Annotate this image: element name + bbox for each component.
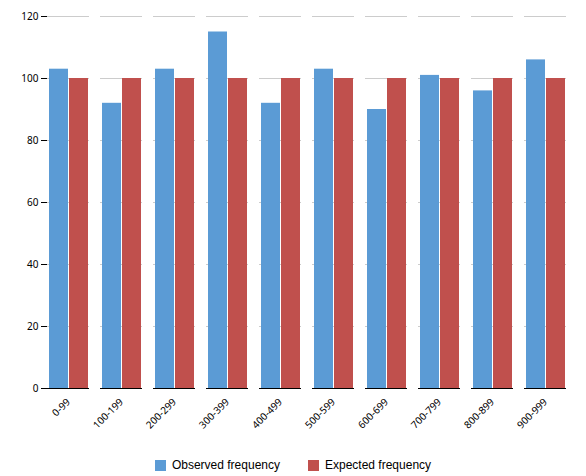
svg-text:120: 120 — [21, 9, 38, 23]
html-text:Observed frequency: Observed frequency — [171, 458, 280, 472]
svg-text:500-599: 500-599 — [301, 395, 338, 432]
svg-text:700-799: 700-799 — [407, 395, 444, 432]
svg-text:20: 20 — [27, 319, 39, 333]
svg-text:100-199: 100-199 — [89, 395, 126, 432]
svg-text:60: 60 — [27, 195, 39, 209]
svg-text:400-499: 400-499 — [248, 395, 285, 432]
svg-text:80: 80 — [27, 133, 39, 147]
svg-text:0-99: 0-99 — [49, 395, 74, 420]
svg-text:300-399: 300-399 — [195, 395, 232, 432]
svg-text:0: 0 — [33, 381, 39, 395]
svg-text:900-999: 900-999 — [513, 395, 550, 432]
svg-text:40: 40 — [27, 257, 39, 271]
svg-text:800-899: 800-899 — [460, 395, 497, 432]
svg-text:100: 100 — [21, 71, 38, 85]
svg-text:600-699: 600-699 — [354, 395, 391, 432]
html-text:Expected frequency: Expected frequency — [325, 458, 432, 472]
svg-text:200-299: 200-299 — [142, 395, 179, 432]
